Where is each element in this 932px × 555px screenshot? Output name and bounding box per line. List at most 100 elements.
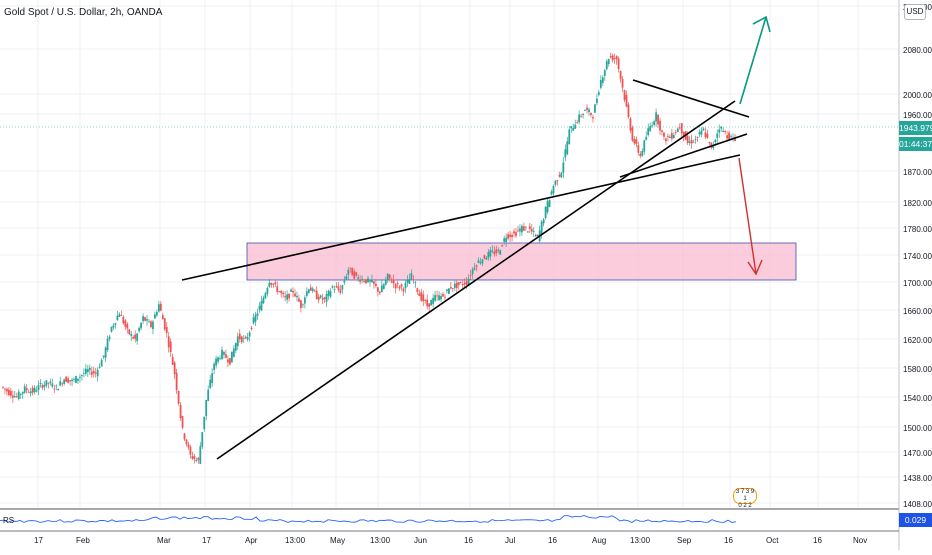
arrow-up-shaft[interactable]	[739, 16, 767, 105]
candle-body	[477, 260, 480, 263]
trendline-main-support[interactable]	[216, 100, 736, 460]
candle-body	[363, 281, 365, 282]
candle-body	[704, 132, 707, 138]
price-tick: 1960.000	[903, 111, 932, 120]
candle-body	[676, 128, 679, 133]
candle-body	[590, 113, 592, 115]
candle-body	[428, 303, 431, 307]
price-axis[interactable]: 2160.000 2080.000 2000.000 1960.000 1870…	[903, 3, 932, 509]
price-tick: 1500.000	[903, 424, 932, 433]
candle-body	[124, 320, 127, 327]
candle-body	[69, 380, 71, 382]
candle-body	[426, 299, 429, 307]
time-tick: Mar	[157, 536, 171, 545]
event-badge[interactable]: 3 7 3 9 1 0 2 2	[733, 488, 757, 509]
time-tick: 17	[202, 536, 211, 545]
candle-body	[262, 297, 265, 304]
candle-body	[649, 126, 652, 131]
candle-body	[394, 283, 397, 289]
candle-body	[305, 291, 308, 296]
candle-body	[605, 61, 608, 70]
candle-body	[45, 380, 48, 386]
candle-body	[536, 234, 539, 237]
time-tick: Jul	[505, 536, 515, 545]
candle-body	[724, 131, 727, 133]
candle-body	[150, 321, 152, 328]
candle-body	[246, 337, 249, 340]
candle-body	[651, 125, 654, 127]
candle-body	[341, 285, 344, 290]
trendline-triangle-top[interactable]	[632, 79, 750, 118]
candle-body	[288, 293, 290, 299]
candle-body	[39, 383, 42, 385]
candle-body	[177, 390, 180, 404]
candle-body	[136, 333, 139, 342]
candle-body	[487, 251, 490, 258]
candle-body	[532, 231, 535, 232]
candle-body	[524, 226, 527, 228]
candle-body	[548, 199, 551, 208]
candle-body	[37, 385, 40, 391]
candle-body	[588, 109, 590, 113]
candle-body	[702, 128, 705, 131]
candle-body	[65, 376, 68, 382]
arrow-down-shaft[interactable]	[738, 157, 757, 275]
candle-body	[94, 372, 97, 374]
time-tick: 13:00	[370, 536, 391, 545]
candle-body	[519, 228, 521, 232]
candle-body	[645, 136, 648, 140]
indicator-label[interactable]: RS	[3, 516, 15, 525]
candle-body	[726, 135, 729, 139]
currency-button[interactable]: USD	[904, 4, 926, 20]
candle-body	[148, 321, 150, 323]
candle-body	[244, 336, 247, 339]
candle-body	[615, 56, 618, 60]
candle-body	[607, 59, 610, 64]
candle-body	[276, 286, 279, 292]
candle-body	[302, 304, 304, 306]
trendline-upper-channel[interactable]	[181, 154, 741, 281]
candle-body	[667, 136, 669, 138]
candle-body	[292, 290, 294, 293]
candle-body	[521, 225, 523, 233]
candle-body	[51, 383, 54, 387]
candle-body	[714, 139, 717, 143]
time-axis[interactable]: 17 Feb Mar 17 Apr 13:00 May 13:00 Jun 16…	[0, 530, 899, 545]
candle-body	[31, 387, 34, 393]
candle-body	[696, 137, 699, 138]
candle-body	[546, 201, 549, 213]
candle-body	[643, 140, 646, 152]
candle-body	[582, 113, 584, 115]
candle-body	[592, 117, 594, 119]
candle-body	[23, 386, 26, 393]
candle-body	[142, 316, 144, 322]
candle-body	[680, 123, 683, 134]
candle-body	[378, 291, 381, 294]
trendline-triangle-bottom[interactable]	[619, 133, 748, 178]
rsi-pane[interactable]	[0, 508, 899, 532]
candle-body	[613, 58, 616, 59]
candle-body	[663, 132, 665, 137]
candle-body	[55, 385, 58, 387]
drawings[interactable]	[181, 15, 771, 460]
candles	[2, 52, 736, 465]
candle-body	[298, 298, 300, 302]
candle-body	[390, 281, 393, 283]
candle-body	[53, 388, 56, 390]
candle-body	[303, 297, 306, 304]
candle-body	[402, 288, 405, 292]
candle-body	[264, 293, 267, 299]
candle-body	[337, 286, 340, 290]
chart-title[interactable]: Gold Spot / U.S. Dollar, 2h, OANDA	[4, 7, 163, 18]
price-tick: 1820.000	[903, 199, 932, 208]
candle-body	[594, 104, 596, 113]
candle-body	[49, 381, 52, 384]
candle-body	[424, 300, 427, 301]
candle-body	[597, 92, 600, 95]
candle-body	[171, 356, 174, 365]
candle-body	[225, 354, 227, 358]
candle-body	[286, 294, 289, 300]
time-tick: Feb	[76, 536, 90, 545]
candle-body	[355, 272, 358, 276]
